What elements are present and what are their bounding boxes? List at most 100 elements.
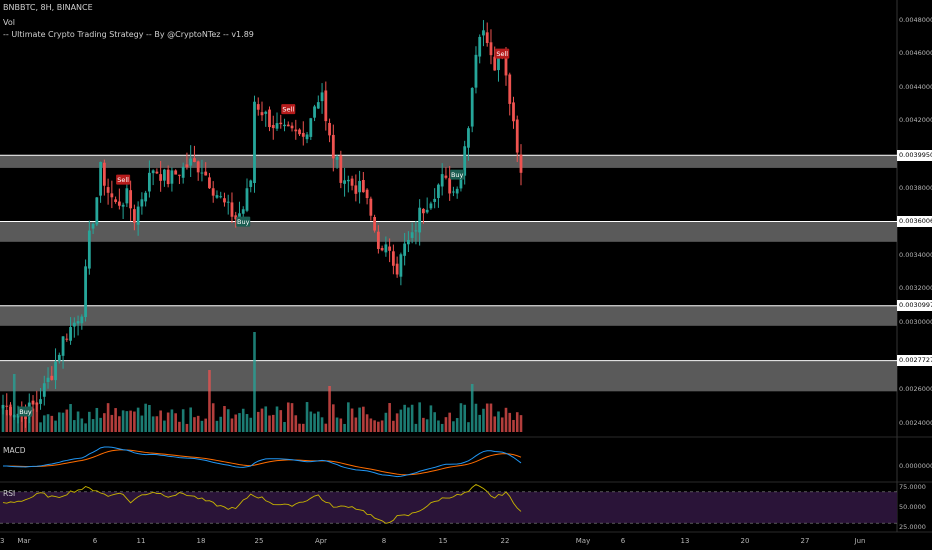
volume-bar: [358, 407, 361, 432]
candle-body: [339, 155, 343, 183]
candle-body: [178, 174, 181, 176]
svg-text:Buy: Buy: [451, 171, 464, 179]
rsi-label: RSI: [3, 489, 16, 498]
candle-body: [31, 400, 35, 405]
candle-body: [279, 122, 283, 125]
svg-text:Sell: Sell: [282, 106, 294, 114]
candle-body: [504, 56, 508, 76]
time-tick-label: 11: [136, 537, 146, 545]
volume-bar: [12, 374, 16, 432]
volume-bar: [234, 414, 238, 432]
volume-bar: [208, 370, 211, 432]
volume-bar: [121, 410, 125, 432]
volume-bar: [290, 403, 294, 432]
candle-body: [399, 254, 403, 277]
candle-body: [69, 327, 72, 341]
candle-body: [121, 204, 125, 207]
candle-body: [253, 101, 256, 184]
time-tick-label: 27: [800, 537, 810, 545]
sr-zone: [0, 360, 897, 392]
level-price-tag: 0.0036006: [897, 216, 932, 228]
buy-signal: Buy: [236, 216, 251, 227]
candle-body: [245, 188, 249, 211]
volume-bar: [384, 412, 388, 432]
candle-body: [335, 156, 339, 160]
volume-bar: [226, 409, 230, 432]
candle-body: [425, 209, 429, 213]
candle-body: [388, 246, 392, 251]
volume-bar: [61, 412, 65, 432]
sr-zone: [0, 155, 897, 168]
candle-body: [132, 209, 136, 223]
volume-bar: [286, 402, 290, 432]
volume-bar: [470, 384, 474, 432]
candle-body: [230, 202, 234, 217]
volume-bar: [354, 417, 358, 432]
volume-bar: [459, 403, 463, 432]
candle-body: [489, 42, 493, 56]
candle-body: [223, 198, 226, 203]
volume-bar: [249, 417, 253, 432]
price-tick-label: 0.0034000: [899, 250, 932, 259]
volume-bar: [482, 408, 485, 432]
rsi-tick-label: 50.0000: [899, 503, 926, 511]
volume-bar: [1, 407, 5, 432]
candle-body: [174, 170, 178, 175]
volume-bar: [215, 420, 219, 432]
volume-bar: [253, 332, 256, 432]
volume-bar: [103, 413, 106, 432]
time-tick-label: 25: [254, 537, 264, 545]
candle-body: [219, 196, 223, 198]
volume-bar: [305, 402, 309, 432]
volume-bar: [519, 415, 523, 432]
candle-body: [204, 171, 208, 176]
sr-zone: [0, 305, 897, 326]
volume-bar: [324, 423, 328, 432]
candle-body: [196, 161, 200, 173]
volume-bar: [508, 412, 512, 432]
volume-bar: [129, 410, 132, 432]
candle-body: [482, 30, 485, 36]
candle-body: [185, 164, 189, 168]
candle-body: [42, 383, 46, 397]
volume-bar: [448, 412, 451, 432]
volume-bar: [39, 422, 42, 432]
volume-bar: [99, 417, 102, 432]
time-tick-label: 6: [620, 537, 626, 545]
candle-body: [200, 172, 204, 174]
volume-bar: [380, 420, 384, 432]
volume-bar: [27, 402, 31, 432]
volume-bar: [369, 418, 373, 432]
volume-bar: [332, 404, 335, 432]
candle-body: [99, 161, 102, 196]
svg-text:Buy: Buy: [237, 218, 250, 226]
volume-bar: [433, 412, 436, 432]
candle-body: [290, 125, 294, 129]
sell-signal: Sell: [495, 48, 510, 59]
volume-bar: [54, 420, 57, 432]
volume-bar: [294, 415, 298, 432]
svg-text:Sell: Sell: [496, 50, 508, 58]
volume-bar: [339, 418, 343, 432]
candle-body: [5, 405, 9, 407]
candle-body: [380, 248, 384, 251]
volume-bar: [35, 402, 39, 432]
candle-body: [95, 197, 99, 225]
time-tick-label: 22: [500, 537, 510, 545]
price-tick-label: 0.0042000: [899, 116, 932, 125]
candle-body: [76, 321, 80, 324]
volume-bar: [317, 411, 320, 432]
volume-bar: [118, 416, 121, 432]
volume-bar: [174, 413, 177, 432]
volume-bar: [125, 411, 129, 432]
candle-body: [256, 104, 260, 110]
candle-body: [72, 322, 76, 327]
volume-bar: [114, 408, 117, 432]
volume-bar: [407, 407, 410, 432]
volume-bar: [399, 409, 403, 432]
candle-body: [467, 128, 470, 148]
time-tick-label: Mar: [17, 537, 31, 545]
sell-signal: Sell: [281, 104, 296, 115]
level-price-tag: 0.0030997: [897, 300, 932, 312]
